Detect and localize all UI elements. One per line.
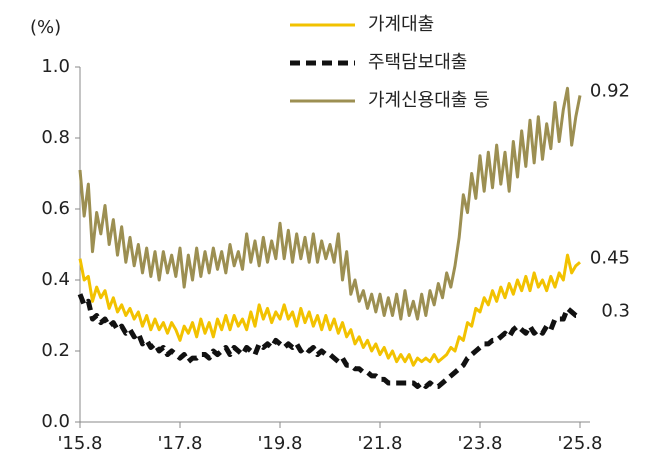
legend-label: 가계대출 xyxy=(368,14,434,35)
series-line xyxy=(77,293,580,389)
x-tick-label: '21.8 xyxy=(357,433,402,454)
x-tick-label: '19.8 xyxy=(257,433,302,454)
x-tick-label: '23.8 xyxy=(457,433,502,454)
x-tick-label: '17.8 xyxy=(157,433,202,454)
end-label: 0.3 xyxy=(601,301,630,322)
y-tick-label: 0.8 xyxy=(41,127,70,148)
legend-label: 가계신용대출 등 xyxy=(368,90,490,111)
x-tick-label: '15.8 xyxy=(57,433,102,454)
y-axis-label: (%) xyxy=(30,17,61,38)
y-tick-label: 0.6 xyxy=(41,198,70,219)
x-tick-label: '25.8 xyxy=(557,433,602,454)
series-line xyxy=(78,86,582,321)
end-label: 0.45 xyxy=(590,247,630,268)
series-line xyxy=(78,253,581,367)
y-tick-label: 1.0 xyxy=(41,56,70,77)
legend-label: 주택담보대출 xyxy=(368,52,467,73)
end-label: 0.92 xyxy=(590,80,630,101)
y-tick-label: 0.2 xyxy=(41,340,70,361)
y-tick-label: 0.4 xyxy=(41,269,70,290)
y-tick-label: 0.0 xyxy=(41,411,70,432)
